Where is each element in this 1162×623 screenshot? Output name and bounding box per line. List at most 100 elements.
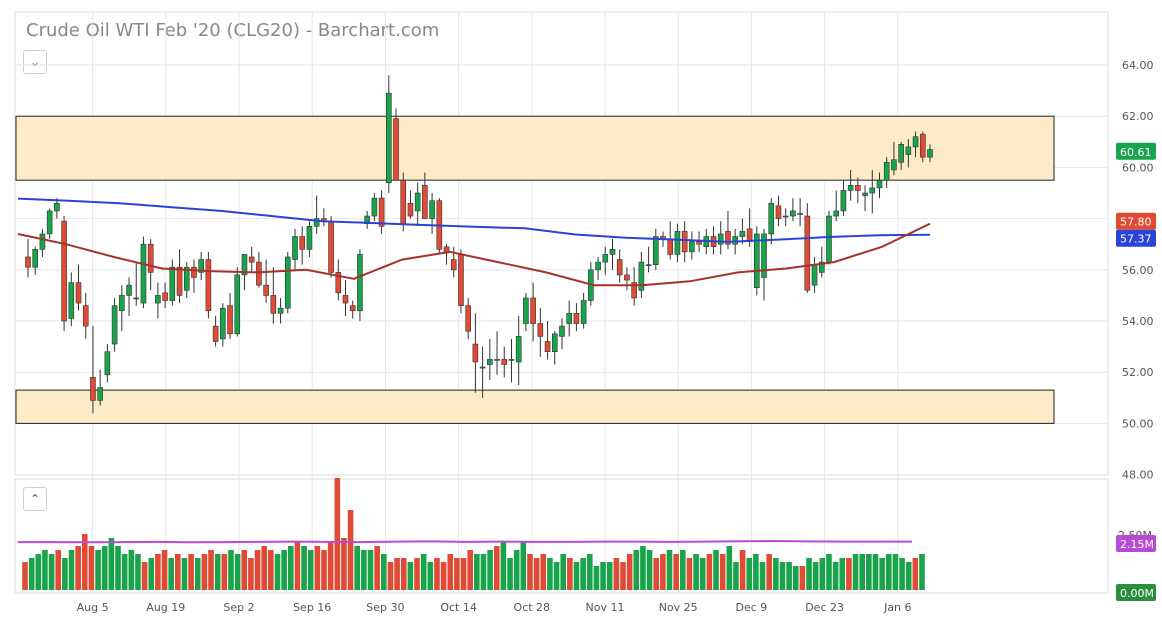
volume-bar [454, 558, 460, 590]
volume-bar [600, 562, 606, 590]
volume-bar [274, 554, 281, 590]
candle-body [797, 213, 803, 215]
volume-bar [513, 550, 520, 590]
candle-body [912, 136, 919, 148]
volume-bar [467, 550, 473, 590]
candle-body [465, 305, 471, 332]
candle-body [494, 359, 500, 361]
volume-bar [221, 554, 228, 590]
candle-body [573, 313, 580, 324]
collapse-price-panel-button[interactable]: ⌄ [23, 50, 47, 74]
volume-bar [361, 550, 367, 590]
volume-bar [400, 558, 407, 590]
volume-bar [294, 542, 301, 590]
volume-bar [48, 554, 55, 590]
volume-bar [746, 558, 753, 590]
volume-bar [553, 562, 560, 590]
candle-body [407, 202, 414, 217]
volume-bar [680, 550, 686, 590]
badge-ma-red: 57.80 [1120, 216, 1152, 229]
candle-body [775, 205, 782, 219]
x-tick-label: Aug 5 [77, 601, 109, 614]
volume-bar [474, 554, 480, 590]
volume-bar [188, 554, 194, 590]
x-tick-label: Dec 9 [736, 601, 768, 614]
volume-bar [620, 562, 626, 590]
candle-body [530, 297, 536, 324]
volume-bar [101, 546, 108, 590]
candle-body [602, 254, 609, 263]
volume-bar [713, 550, 719, 590]
volume-bar [434, 558, 440, 590]
volume-bar [792, 566, 799, 590]
candle-body [191, 266, 197, 278]
volume-bar [846, 558, 852, 590]
volume-bar [201, 554, 208, 590]
candle-body [241, 254, 248, 276]
volume-bar [287, 546, 294, 590]
candle-body [847, 185, 854, 191]
volume-bar [108, 538, 115, 590]
candle-body [220, 307, 226, 340]
volume-bar [440, 562, 447, 590]
candle-body [515, 336, 522, 363]
candle-body [869, 187, 876, 194]
y-tick-label: 56.00 [1122, 264, 1154, 277]
volume-bar [354, 546, 361, 590]
candle-body [349, 305, 356, 312]
volume-bar [268, 550, 274, 590]
expand-volume-panel-button[interactable]: ⌃ [23, 487, 47, 511]
volume-bar [82, 534, 88, 590]
candle-body [609, 249, 616, 255]
candle-body [580, 300, 587, 324]
candle-body [335, 272, 342, 294]
candle-body [422, 185, 428, 219]
badge-volume-ma-bg [1116, 535, 1156, 552]
volume-bar [653, 558, 660, 590]
volume-bar [586, 554, 593, 590]
candle-body [90, 377, 96, 401]
volume-bar [248, 558, 254, 590]
candle-body [559, 325, 565, 337]
x-tick-label: Aug 19 [146, 601, 185, 614]
volume-bar [726, 546, 733, 590]
volume-bar [341, 538, 347, 590]
volume-bar [414, 558, 420, 590]
candle-body [227, 305, 233, 335]
volume-bar [334, 478, 341, 590]
volume-bar [407, 562, 414, 590]
volume-bar [314, 546, 321, 590]
candle-body [761, 233, 767, 278]
volume-bar [540, 554, 547, 590]
moving-average-blue [17, 197, 931, 243]
candle-body [898, 144, 904, 163]
volume-bar [22, 562, 28, 590]
volume-bar [593, 566, 600, 590]
volume-bar [507, 558, 513, 590]
candle-body [183, 266, 190, 291]
candle-body [68, 282, 75, 319]
volume-bar [427, 562, 434, 590]
volume-bar [872, 554, 879, 590]
volume-bar [487, 550, 493, 590]
candle-body [746, 228, 753, 242]
candle-body [826, 215, 832, 263]
volume-bar [733, 562, 739, 590]
x-tick-label: Sep 30 [366, 601, 404, 614]
candle-body [284, 256, 291, 309]
candle-body [717, 233, 724, 245]
candle-body [624, 274, 630, 281]
candle-body [393, 118, 399, 181]
volume-bar [739, 550, 746, 590]
candle-body [299, 236, 306, 250]
candle-body [162, 292, 168, 301]
badge-volume-zero-bg [1116, 584, 1156, 601]
candle-body [768, 202, 775, 235]
candle-body [119, 295, 125, 312]
volume-bar [420, 554, 427, 590]
candle-body [544, 341, 551, 353]
candle-body [155, 295, 161, 304]
candle-body [277, 307, 284, 314]
candle-body [501, 359, 508, 365]
candle-body [429, 200, 435, 219]
